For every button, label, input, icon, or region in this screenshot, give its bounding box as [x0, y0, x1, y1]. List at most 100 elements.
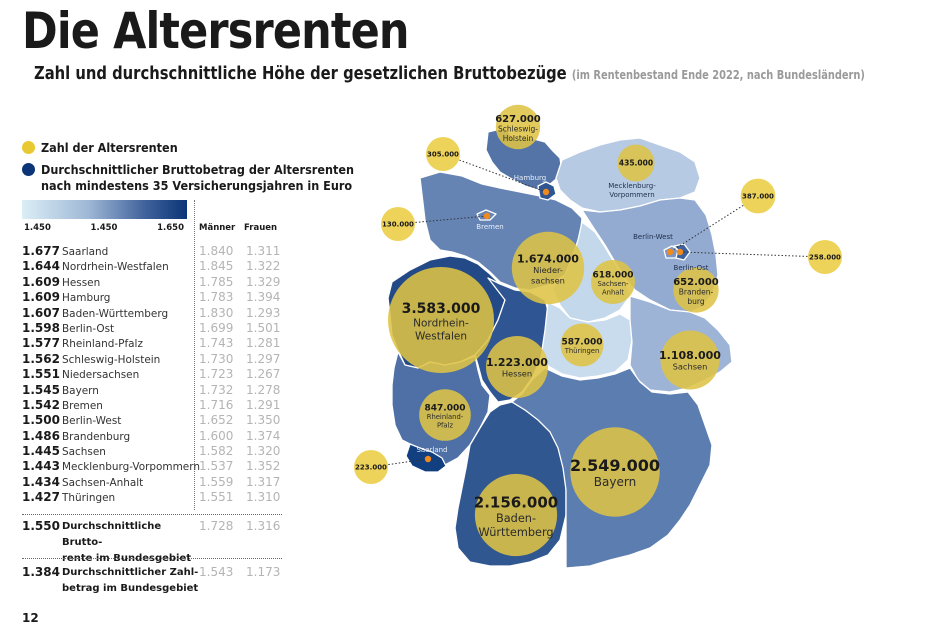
row-state: Berlin-Ost — [62, 321, 115, 335]
summary-avg: 1.384 — [22, 565, 60, 579]
bubble-count-label: 618.000 — [593, 271, 634, 281]
legend: Zahl der Altersrenten Durchschnittlicher… — [22, 140, 389, 200]
summary-label: Durchschnittlicher Zahl-betrag im Bundes… — [62, 565, 202, 597]
row-state: Saarland — [62, 245, 109, 258]
summary-label-line: Durchschnittlicher Zahl- — [62, 567, 199, 578]
row-state: Hamburg — [62, 291, 111, 305]
row-avg: 1.445 — [22, 444, 60, 459]
row-avg: 1.577 — [22, 336, 60, 351]
legend-count-label: Zahl der Altersrenten — [41, 140, 178, 155]
bubble-sachsen — [660, 330, 720, 390]
bubble-count-label: 305.000 — [427, 150, 459, 158]
table-row: 1.609 Hamburg 1.783 1.394 — [22, 290, 282, 305]
row-avg: 1.545 — [22, 382, 60, 397]
row-women: 1.350 — [246, 413, 281, 428]
column-divider — [194, 200, 195, 510]
scale-label: 1.650 — [157, 223, 184, 233]
bubble-state-label: Baden- — [496, 512, 536, 525]
row-state: Brandenburg — [62, 429, 131, 443]
map-state-label: Saarland — [416, 446, 447, 454]
bubble-berlin-west — [740, 178, 776, 214]
bubble-niedersachsen — [511, 231, 585, 305]
row-avg: 1.542 — [22, 397, 60, 412]
summary-label-line: betrag im Bundesgebiet — [62, 583, 199, 594]
row-women: 1.311 — [246, 244, 281, 258]
row-state: Niedersachsen — [62, 368, 140, 382]
row-men: 1.559 — [199, 474, 234, 489]
bubble-berlin-ost — [808, 240, 842, 274]
city-marker-icon — [676, 248, 684, 256]
row-state: Bayern — [62, 383, 99, 397]
subtitle-main: Zahl und durchschnittliche Höhe der gese… — [34, 63, 567, 84]
row-women: 1.267 — [246, 367, 281, 382]
row-state: Bremen — [62, 398, 103, 412]
bubble-count-label: 847.000 — [425, 404, 466, 414]
map-state-label: Vorpommern — [609, 191, 654, 199]
row-men: 1.840 — [199, 244, 234, 258]
bubble-state-label: Pfalz — [437, 422, 454, 430]
scale-label: 1.450 — [24, 223, 51, 233]
bubble-count-label: 652.000 — [673, 277, 719, 288]
row-men: 1.723 — [199, 367, 234, 382]
bubble-count-label: 223.000 — [355, 463, 387, 471]
bubble-brandenburg — [673, 267, 719, 313]
row-avg: 1.427 — [22, 490, 60, 505]
row-women: 1.322 — [246, 259, 281, 274]
map-state-label: Bremen — [476, 223, 503, 231]
bubble-state-label: Württemberg — [478, 526, 553, 539]
row-state: Sachsen-Anhalt — [62, 475, 144, 489]
row-women: 1.293 — [246, 305, 281, 320]
table-row: 1.577 Rheinland-Pfalz 1.743 1.281 — [22, 336, 282, 351]
table-row: 1.486 Brandenburg 1.600 1.374 — [22, 429, 282, 444]
bubble-baden-w-rttemberg — [474, 473, 558, 557]
bubble-saarland — [354, 450, 388, 484]
bubble-count-label: 387.000 — [742, 192, 774, 200]
row-women: 1.329 — [246, 274, 281, 289]
row-avg: 1.644 — [22, 259, 60, 274]
row-men: 1.783 — [199, 290, 234, 305]
bubble-bremen — [381, 207, 415, 241]
row-avg: 1.598 — [22, 320, 60, 335]
row-avg: 1.500 — [22, 413, 60, 428]
map-state-label: Berlin-Ost — [674, 264, 709, 272]
table-row: 1.607 Baden-Württemberg 1.830 1.293 — [22, 306, 282, 321]
bubble-state-label: Sachsen — [673, 362, 708, 372]
row-avg: 1.677 — [22, 244, 60, 258]
legend-avg-line1: Durchschnittlicher Bruttobetrag der Alte… — [41, 162, 355, 177]
map-state-label: Berlin-West — [633, 233, 673, 241]
summary-men: 1.543 — [199, 565, 234, 579]
table-row: 1.542 Bremen 1.716 1.291 — [22, 398, 282, 413]
row-men: 1.652 — [199, 413, 234, 428]
table-row: 1.598 Berlin-Ost 1.699 1.501 — [22, 321, 282, 336]
row-men: 1.600 — [199, 428, 234, 443]
subtitle-note: (im Rentenbestand Ende 2022, nach Bundes… — [571, 68, 865, 82]
row-state: Nordrhein-Westfalen — [62, 260, 169, 274]
scale-label: 1.450 — [90, 223, 118, 233]
bubble-count-label: 1.108.000 — [659, 349, 721, 362]
row-men: 1.845 — [199, 259, 234, 274]
legend-avg-label: Durchschnittlicher Bruttobetrag der Alte… — [41, 162, 354, 194]
state-table: 1.677 Saarland 1.840 1.311 1.644 Nordrhein-We… — [22, 244, 282, 506]
color-scale-bar — [22, 200, 187, 219]
bubble-state-label: Schleswig- — [498, 125, 538, 134]
row-men: 1.730 — [199, 351, 234, 366]
table-row: 1.545 Bayern 1.732 1.278 — [22, 383, 282, 398]
row-men: 1.551 — [199, 490, 234, 505]
row-divider — [22, 558, 282, 559]
bubble-state-label: Nieder- — [533, 265, 563, 275]
column-header-women: Frauen — [244, 223, 278, 233]
bubble-mecklenburg-vorpommern — [617, 144, 655, 182]
summary-men: 1.728 — [199, 519, 234, 533]
map-state-label: Hamburg — [514, 174, 546, 182]
row-women: 1.374 — [246, 428, 281, 443]
row-state: Berlin-West — [62, 414, 122, 428]
row-state: Hessen — [62, 275, 101, 289]
map-state-label: Mecklenburg- — [608, 182, 656, 190]
bubble-hessen — [486, 336, 548, 398]
table-row: 1.562 Schleswig-Holstein 1.730 1.297 — [22, 352, 282, 367]
city-marker-icon — [424, 455, 432, 463]
row-state: Baden-Württemberg — [62, 306, 169, 320]
row-state: Thüringen — [62, 491, 116, 505]
bubble-state-label: Anhalt — [602, 289, 624, 297]
row-avg: 1.486 — [22, 428, 60, 443]
